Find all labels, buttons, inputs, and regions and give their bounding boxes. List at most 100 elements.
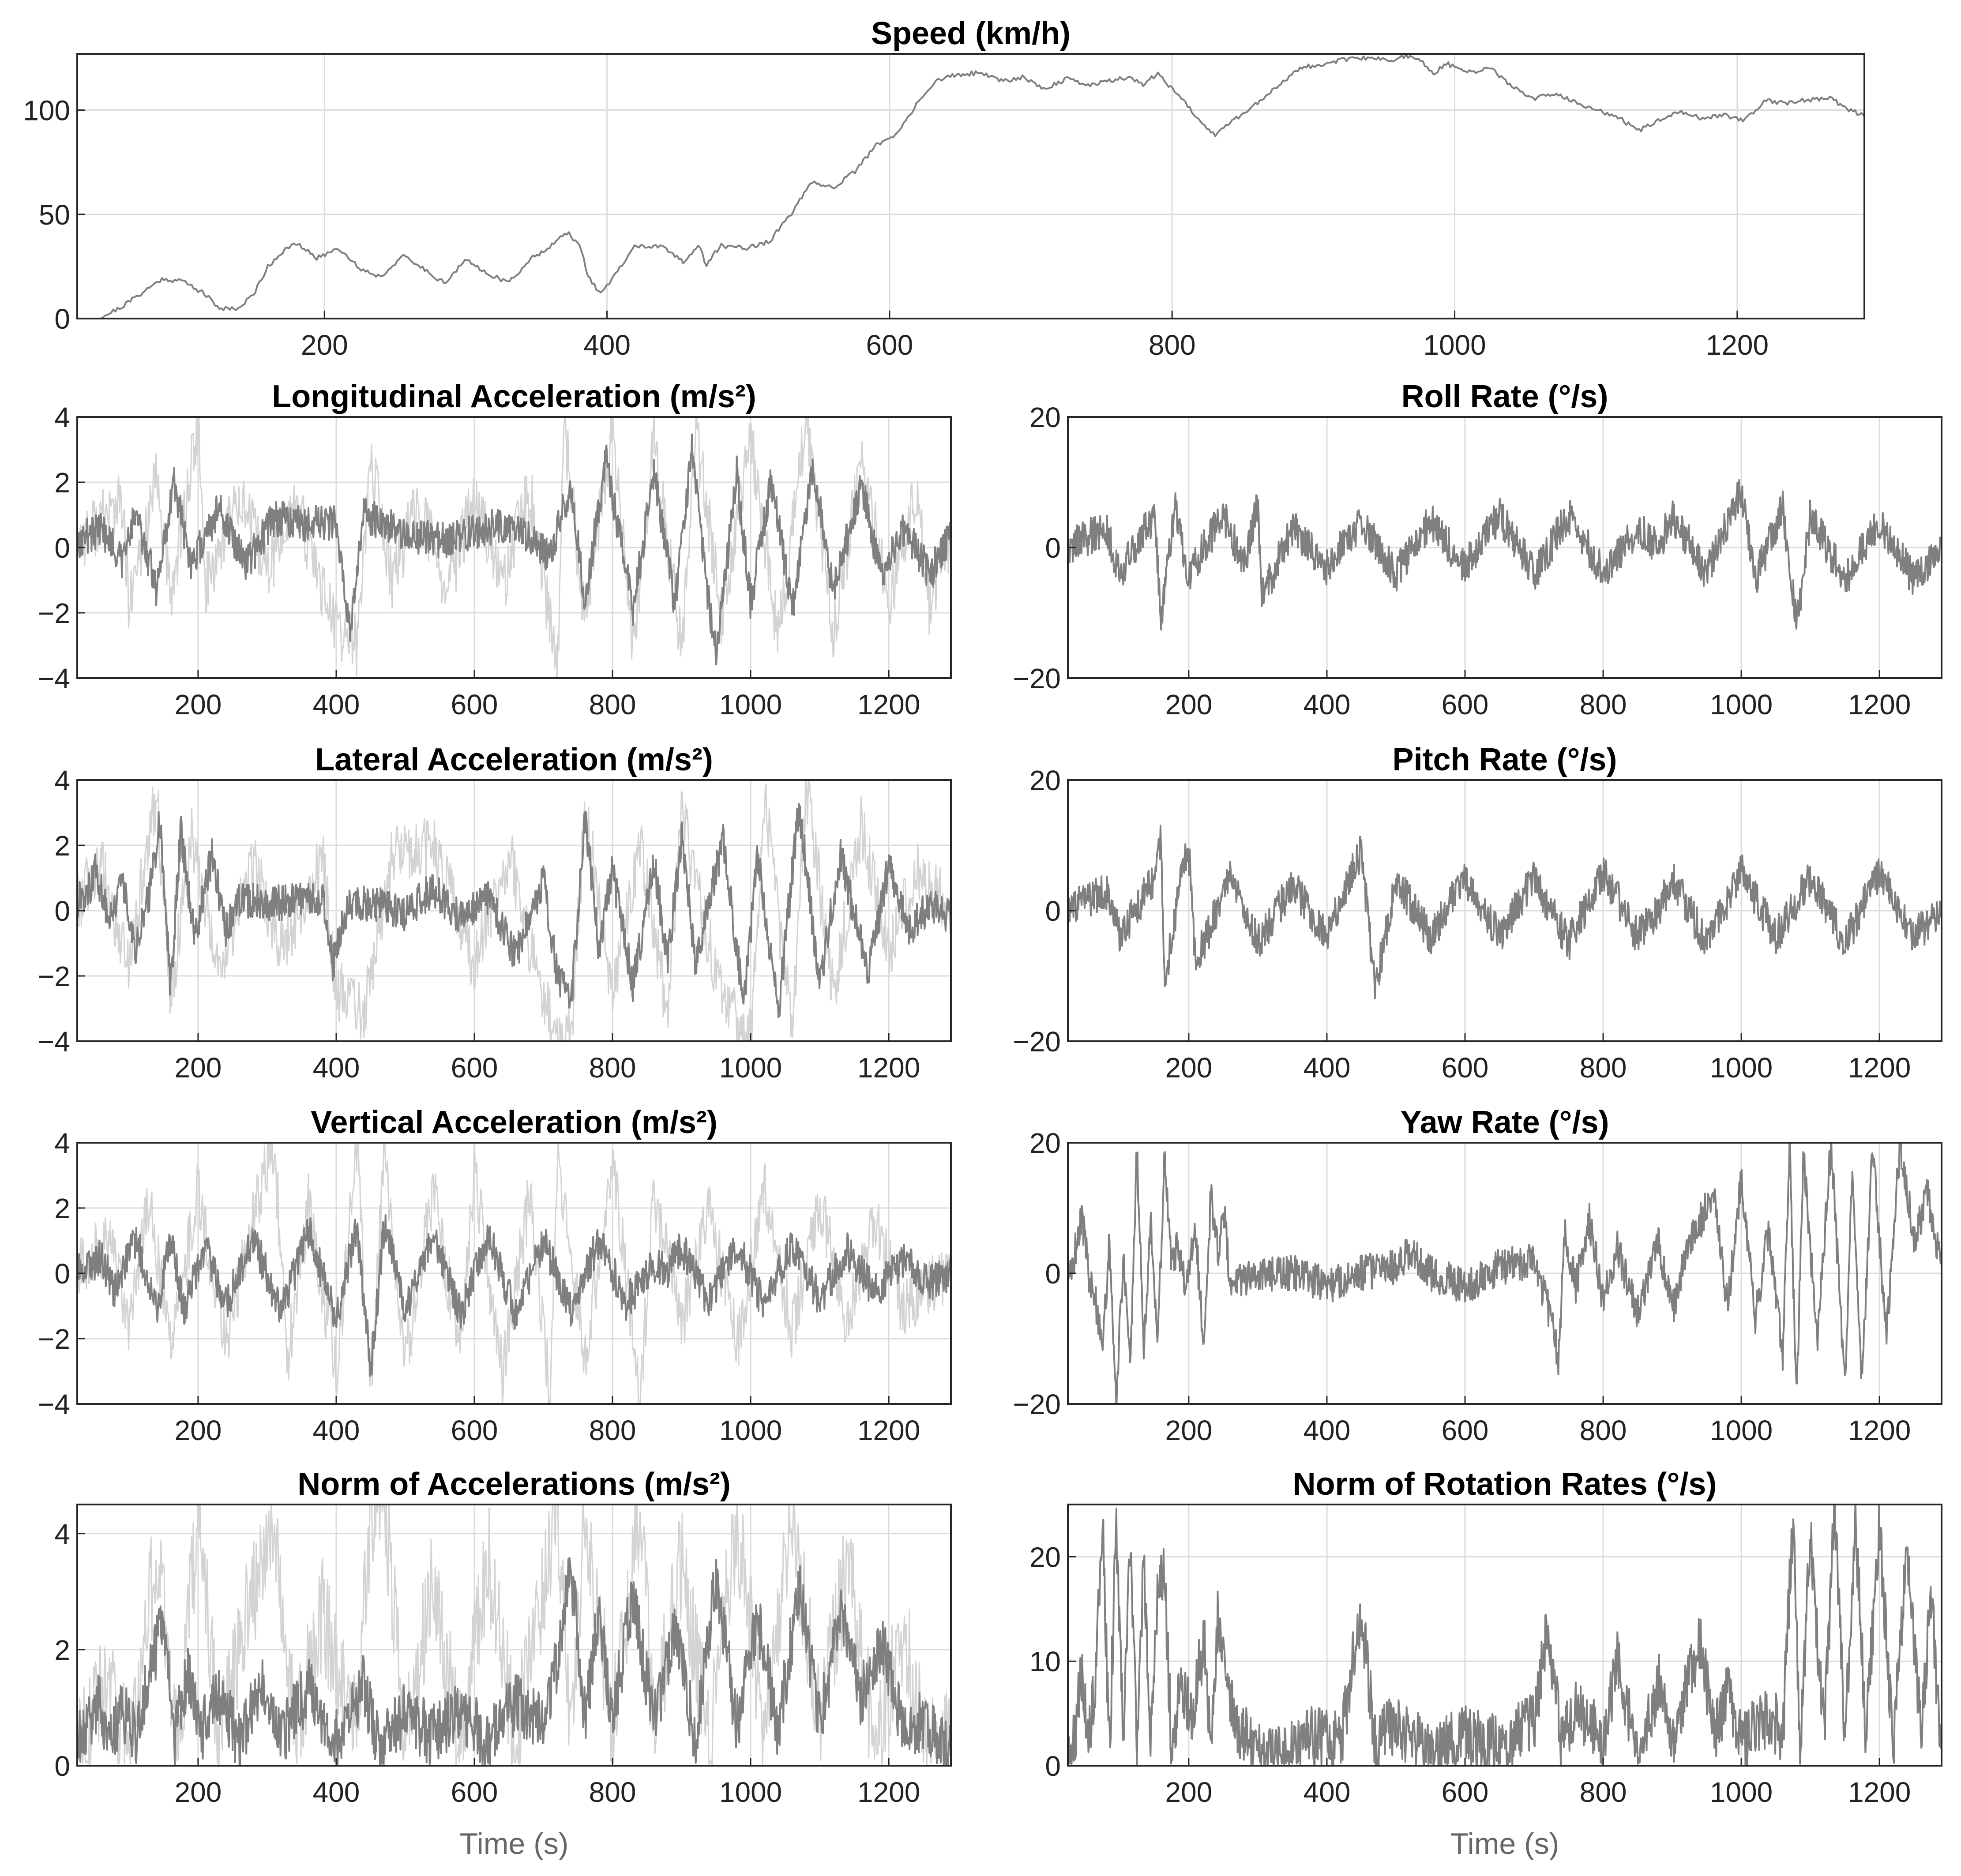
vertical-acceleration-title: Vertical Acceleration (m/s²)	[311, 1105, 718, 1140]
norm-of-accelerations-x-tick-label: 1000	[719, 1776, 782, 1808]
lateral-acceleration-title: Lateral Acceleration (m/s²)	[315, 742, 713, 777]
pitch-rate-title: Pitch Rate (°/s)	[1393, 742, 1617, 777]
longitudinal-acceleration-y-tick-label: −2	[38, 597, 70, 629]
yaw-rate-x-tick-label: 200	[1165, 1415, 1213, 1446]
norm-of-rotation-rates-title: Norm of Rotation Rates (°/s)	[1293, 1467, 1717, 1502]
norm-of-rotation-rates-x-tick-label: 800	[1580, 1776, 1627, 1808]
norm-of-rotation-rates-x-tick-label: 200	[1165, 1776, 1213, 1808]
norm-of-rotation-rates-x-tick-label: 600	[1442, 1776, 1489, 1808]
norm-of-rotation-rates-filtered-series-line	[1068, 1505, 1942, 1766]
longitudinal-acceleration-ticks: 200 400 600 800 1000 1200 −4 −2 0 2 4	[38, 401, 920, 720]
speed-title: Speed (km/h)	[871, 16, 1071, 51]
pitch-rate-plot-area	[1068, 825, 1942, 1000]
pitch-rate-filtered-series-line	[1068, 825, 1942, 1000]
vertical-acceleration-y-tick-label: −2	[38, 1323, 70, 1355]
roll-rate-filtered-series-line	[1068, 479, 1942, 631]
norm-of-rotation-rates-x-tick-label: 1200	[1848, 1776, 1911, 1808]
pitch-rate-x-tick-label: 1200	[1848, 1052, 1911, 1084]
longitudinal-acceleration-plot-area	[77, 417, 951, 678]
roll-rate-ticks: 200 400 600 800 1000 1200 −20 0 20	[1013, 401, 1911, 720]
roll-rate-plot-area	[1068, 479, 1942, 631]
norm-of-accelerations-x-tick-label: 400	[313, 1776, 360, 1808]
pitch-rate-x-tick-label: 600	[1442, 1052, 1489, 1084]
longitudinal-acceleration-x-tick-label: 200	[175, 689, 222, 720]
lateral-acceleration-y-tick-label: 4	[54, 765, 70, 796]
longitudinal-acceleration-x-tick-label: 400	[313, 689, 360, 720]
norm-of-accelerations-ticks: 200 400 600 800 1000 1200 0 2 4	[54, 1518, 920, 1808]
norm-of-accelerations-x-axis-label: Time (s)	[460, 1827, 569, 1861]
roll-rate-y-tick-label: 20	[1029, 401, 1061, 433]
panel-vertical-acceleration: 200 400 600 800 1000 1200 −4 −2 0 2 4 Vertical Acce…	[38, 1105, 952, 1446]
speed-plot-area	[98, 54, 1864, 319]
vertical-acceleration-plot-area	[77, 1143, 951, 1404]
longitudinal-acceleration-x-tick-label: 600	[451, 689, 498, 720]
pitch-rate-y-tick-label: −20	[1013, 1026, 1061, 1058]
vertical-acceleration-ticks: 200 400 600 800 1000 1200 −4 −2 0 2 4	[38, 1127, 920, 1446]
yaw-rate-ticks: 200 400 600 800 1000 1200 −20 0 20	[1013, 1127, 1911, 1446]
panel-lateral-acceleration: 200 400 600 800 1000 1200 −4 −2 0 2 4 Lateral Accel…	[38, 742, 952, 1084]
lateral-acceleration-x-tick-label: 800	[589, 1052, 636, 1084]
lateral-acceleration-x-tick-label: 200	[175, 1052, 222, 1084]
lateral-acceleration-ticks: 200 400 600 800 1000 1200 −4 −2 0 2 4	[38, 765, 920, 1084]
norm-of-accelerations-y-tick-label: 2	[54, 1634, 70, 1666]
longitudinal-acceleration-x-tick-label: 1200	[857, 689, 920, 720]
norm-of-accelerations-x-tick-label: 200	[175, 1776, 222, 1808]
yaw-rate-x-tick-label: 1000	[1710, 1415, 1773, 1446]
yaw-rate-y-tick-label: −20	[1013, 1388, 1061, 1420]
speed-y-tick-label: 100	[23, 95, 70, 127]
lateral-acceleration-plot-area	[77, 780, 951, 1041]
longitudinal-acceleration-y-tick-label: 4	[54, 401, 70, 433]
norm-of-rotation-rates-x-tick-label: 1000	[1710, 1776, 1773, 1808]
lateral-acceleration-y-tick-label: −4	[38, 1026, 70, 1058]
vertical-acceleration-y-tick-label: −4	[38, 1388, 70, 1420]
norm-of-accelerations-y-tick-label: 4	[54, 1518, 70, 1550]
speed-axes-box	[76, 53, 1865, 319]
norm-of-accelerations-filtered-series-line	[77, 1557, 951, 1766]
vertical-acceleration-y-tick-label: 4	[54, 1127, 70, 1159]
norm-of-accelerations-plot-area	[77, 1505, 951, 1766]
pitch-rate-x-tick-label: 200	[1165, 1052, 1213, 1084]
pitch-rate-x-tick-label: 400	[1304, 1052, 1351, 1084]
vertical-acceleration-x-tick-label: 600	[451, 1415, 498, 1446]
roll-rate-x-tick-label: 1200	[1848, 689, 1911, 720]
longitudinal-acceleration-y-tick-label: 2	[54, 467, 70, 499]
longitudinal-acceleration-y-tick-label: −4	[38, 663, 70, 694]
roll-rate-title: Roll Rate (°/s)	[1401, 379, 1608, 414]
lateral-acceleration-x-tick-label: 600	[451, 1052, 498, 1084]
norm-of-accelerations-x-tick-label: 600	[451, 1776, 498, 1808]
speed-y-tick-label: 0	[54, 303, 70, 335]
vertical-acceleration-filtered-series-line	[77, 1214, 951, 1377]
speed-x-tick-label: 1200	[1706, 329, 1769, 361]
roll-rate-y-tick-label: −20	[1013, 663, 1061, 694]
pitch-rate-ticks: 200 400 600 800 1000 1200 −20 0 20	[1013, 765, 1911, 1084]
norm-of-accelerations-y-tick-label: 0	[54, 1750, 70, 1782]
lateral-acceleration-filtered-series-line	[77, 803, 951, 1019]
lateral-acceleration-y-tick-label: 0	[54, 895, 70, 927]
norm-of-rotation-rates-axes-box	[1067, 1504, 1942, 1767]
norm-of-rotation-rates-x-axis-label: Time (s)	[1450, 1827, 1559, 1861]
vertical-acceleration-x-tick-label: 1200	[857, 1415, 920, 1446]
panel-norm-of-accelerations: 200 400 600 800 1000 1200 0 2 4 Norm of Accelerat…	[54, 1467, 952, 1861]
norm-of-accelerations-axes-box	[76, 1504, 952, 1767]
lateral-acceleration-x-tick-label: 1000	[719, 1052, 782, 1084]
lateral-acceleration-y-tick-label: −2	[38, 961, 70, 992]
lateral-acceleration-raw-series-line	[77, 780, 951, 1041]
pitch-rate-x-tick-label: 800	[1580, 1052, 1627, 1084]
yaw-rate-plot-area	[1068, 1143, 1942, 1404]
speed-x-tick-label: 1000	[1423, 329, 1486, 361]
norm-of-rotation-rates-ticks: 200 400 600 800 1000 1200 0 10 20	[1029, 1541, 1911, 1808]
lateral-acceleration-x-tick-label: 400	[313, 1052, 360, 1084]
roll-rate-x-tick-label: 400	[1304, 689, 1351, 720]
longitudinal-acceleration-filtered-series-line	[77, 433, 951, 666]
pitch-rate-y-tick-label: 0	[1045, 895, 1061, 927]
norm-of-rotation-rates-x-tick-label: 400	[1304, 1776, 1351, 1808]
panel-longitudinal-acceleration: 200 400 600 800 1000 1200 −4 −2 0 2 4 Longitudinal …	[38, 379, 952, 720]
roll-rate-x-tick-label: 600	[1442, 689, 1489, 720]
yaw-rate-x-tick-label: 400	[1304, 1415, 1351, 1446]
vertical-acceleration-x-tick-label: 1000	[719, 1415, 782, 1446]
yaw-rate-filtered-series-line	[1068, 1143, 1942, 1404]
lateral-acceleration-y-tick-label: 2	[54, 830, 70, 862]
roll-rate-y-tick-label: 0	[1045, 532, 1061, 564]
panel-speed: 200 400 600 800 1000 1200 0 50 100 Speed (km/h)	[23, 16, 1865, 361]
norm-of-rotation-rates-y-tick-label: 20	[1029, 1541, 1061, 1573]
